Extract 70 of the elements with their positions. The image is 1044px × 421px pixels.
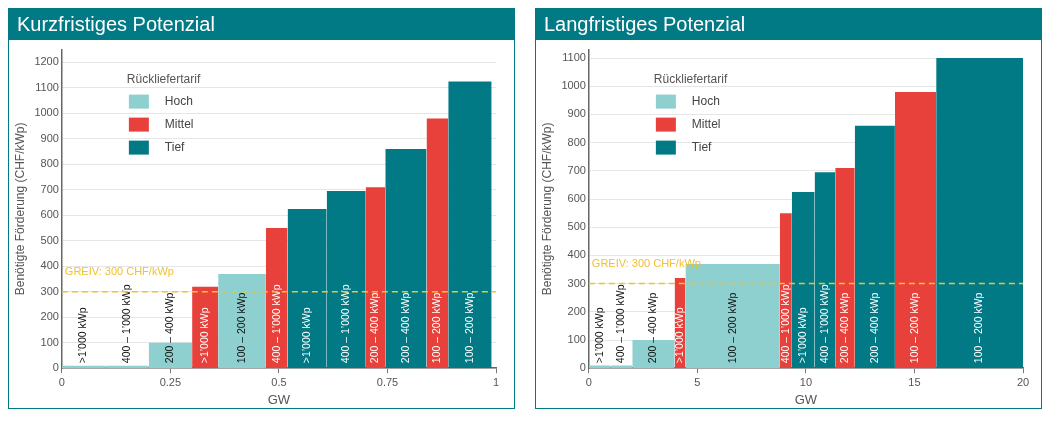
legend-label: Mittel xyxy=(691,116,721,131)
category-label: >1’000 kWp xyxy=(300,307,313,364)
chart-title: Kurzfristiges Potenzial xyxy=(9,9,514,40)
x-tick-label: 0.75 xyxy=(376,375,399,388)
category-label: 400 – 1’000 kWp xyxy=(778,284,791,364)
ref-line-label: GREIV: 300 CHF/kWp xyxy=(64,265,174,278)
y-tick-label: 300 xyxy=(567,276,586,289)
category-label: >1’000 kWp xyxy=(592,307,605,364)
category-label: 200 – 400 kWp xyxy=(837,292,850,364)
x-tick-label: 0.25 xyxy=(159,375,182,388)
y-tick-label: 700 xyxy=(40,182,59,195)
y-tick-label: 1000 xyxy=(34,106,59,119)
y-tick-label: 200 xyxy=(40,310,59,323)
legend-label: Hoch xyxy=(691,93,720,108)
y-tick-label: 800 xyxy=(40,157,59,170)
category-label: >1’000 kWp xyxy=(76,307,89,364)
x-tick-label: 1 xyxy=(492,375,500,388)
legend-label: Tief xyxy=(691,139,713,154)
y-tick-label: 200 xyxy=(567,304,586,317)
category-label: >1’000 kWp xyxy=(198,307,211,364)
category-label: 400 – 1’000 kWp xyxy=(614,284,627,364)
x-axis-title: GW xyxy=(794,391,818,407)
y-tick-label: 700 xyxy=(567,163,586,176)
category-label: 100 – 200 kWp xyxy=(725,292,738,364)
y-tick-label: 100 xyxy=(40,335,59,348)
y-tick-label: 1100 xyxy=(35,80,59,93)
y-tick-label: 900 xyxy=(40,131,59,144)
x-tick-label: 15 xyxy=(908,375,921,388)
y-tick-label: 500 xyxy=(40,233,59,246)
y-tick-label: 400 xyxy=(40,259,59,272)
x-tick-label: 10 xyxy=(799,375,813,388)
category-label: 200 – 400 kWp xyxy=(867,292,880,364)
ref-line-label: GREIV: 300 CHF/kWp xyxy=(591,257,701,270)
y-tick-label: 1000 xyxy=(561,79,586,92)
y-tick-label: 100 xyxy=(567,333,586,346)
legend-label: Mittel xyxy=(164,116,194,131)
legend-label: Hoch xyxy=(164,93,193,108)
category-label: 100 – 200 kWp xyxy=(972,292,985,364)
category-label: 400 – 1’000 kWp xyxy=(817,284,830,364)
category-label: 200 – 400 kWp xyxy=(398,292,411,364)
category-label: 100 – 200 kWp xyxy=(234,292,247,364)
y-tick-label: 300 xyxy=(40,284,59,297)
y-tick-label: 800 xyxy=(567,135,586,148)
chart-title: Langfristiges Potenzial xyxy=(536,9,1041,40)
legend-title: Rückliefertarif xyxy=(653,71,728,86)
y-tick-label: 600 xyxy=(40,208,59,221)
category-label: >1’000 kWp xyxy=(796,307,809,364)
y-tick-label: 1200 xyxy=(34,55,59,68)
legend-title: Rückliefertarif xyxy=(126,71,201,86)
category-label: 100 – 200 kWp xyxy=(908,292,921,364)
x-tick-label: 0.5 xyxy=(271,375,287,388)
y-tick-label: 0 xyxy=(52,361,59,374)
legend-label: Tief xyxy=(164,139,186,154)
category-label: 200 – 400 kWp xyxy=(646,292,659,364)
y-axis-title: Benötigte Förderung (CHF/kWp) xyxy=(539,122,554,296)
category-label: 100 – 200 kWp xyxy=(430,292,443,364)
y-tick-label: 500 xyxy=(567,220,586,233)
y-tick-label: 1100 xyxy=(562,51,586,64)
y-tick-label: 400 xyxy=(567,248,586,261)
x-tick-label: 20 xyxy=(1016,375,1030,388)
category-label: 200 – 400 kWp xyxy=(163,292,176,364)
category-label: 200 – 400 kWp xyxy=(368,292,381,364)
x-axis-title: GW xyxy=(267,391,291,407)
y-axis-title: Benötigte Förderung (CHF/kWp) xyxy=(12,122,27,296)
category-label: >1’000 kWp xyxy=(672,307,685,364)
category-label: 100 – 200 kWp xyxy=(462,292,475,364)
y-tick-label: 0 xyxy=(579,361,586,374)
y-tick-label: 900 xyxy=(567,107,586,120)
y-tick-label: 600 xyxy=(567,192,586,205)
x-tick-label: 5 xyxy=(694,375,701,388)
